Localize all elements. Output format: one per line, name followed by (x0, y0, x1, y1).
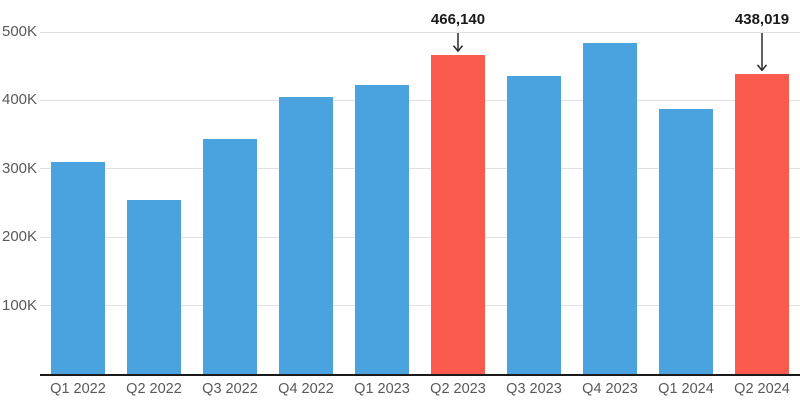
gridline-100k (40, 305, 800, 307)
down-arrow-icon (452, 33, 464, 53)
x-tick-label-q1-2023: Q1 2023 (354, 381, 410, 397)
x-tick-label-q3-2022: Q3 2022 (202, 381, 258, 397)
bar-q2-2022 (127, 199, 181, 374)
bar-q1-2022 (51, 161, 105, 374)
x-tick-label-q4-2023: Q4 2023 (582, 381, 638, 397)
bar-q2-2023 (431, 55, 485, 374)
x-tick-label-q1-2024: Q1 2024 (658, 381, 714, 397)
gridline-300k (40, 168, 800, 170)
x-tick-label-q1-2022: Q1 2022 (50, 381, 106, 397)
bar-q3-2023 (507, 76, 561, 374)
x-tick-label-q3-2023: Q3 2023 (506, 381, 562, 397)
y-tick-label-400k: 400K (2, 91, 38, 109)
bar-q2-2024 (735, 74, 789, 374)
bar-q1-2024 (659, 109, 713, 374)
y-tick-label-500k: 500K (2, 23, 38, 40)
annotation-value-q2-2024: 438,019 (734, 11, 790, 28)
gridline-500k (40, 31, 800, 33)
x-tick-label-q2-2022: Q2 2022 (126, 381, 182, 397)
y-tick-label-100k: 100K (2, 296, 38, 314)
bar-q3-2022 (203, 138, 257, 374)
down-arrow-icon (756, 33, 768, 72)
y-tick-label-200k: 200K (2, 228, 38, 246)
x-tick-label-q4-2022: Q4 2022 (278, 381, 334, 397)
annotation-value-q2-2023: 466,140 (430, 11, 486, 28)
x-axis-line (40, 374, 800, 376)
bar-q4-2022 (279, 96, 333, 374)
y-tick-label-300k: 300K (2, 159, 38, 177)
gridline-200k (40, 236, 800, 238)
gridline-400k (40, 99, 800, 101)
bar-q4-2023 (583, 42, 637, 374)
x-tick-label-q2-2023: Q2 2023 (430, 381, 486, 397)
x-tick-label-q2-2024: Q2 2024 (734, 381, 790, 397)
bar-q1-2023 (355, 84, 409, 374)
